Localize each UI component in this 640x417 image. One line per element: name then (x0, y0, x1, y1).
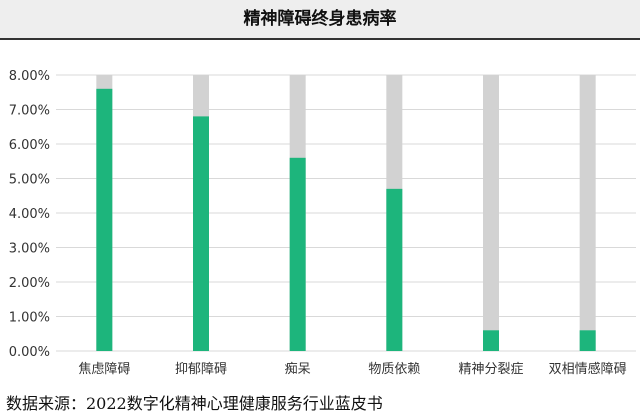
y-tick-label: 4.00% (9, 207, 50, 222)
y-tick-label: 0.00% (9, 345, 50, 360)
chart-title: 精神障碍终身患病率 (243, 9, 397, 29)
bar (483, 330, 499, 351)
bar-background (579, 75, 596, 351)
bar-chart: 0.00% 1.00% 2.00% 3.00% 4.00% 5.00% 6.00% 7.00%… (9, 69, 636, 377)
x-tick-label: 双相情感障碍 (549, 361, 627, 377)
y-tick-label: 5.00% (9, 173, 50, 188)
chart-header (0, 0, 640, 38)
x-tick-label: 物质依赖 (368, 362, 420, 377)
y-tick-label: 2.00% (9, 276, 50, 291)
x-tick-label: 精神分裂症 (458, 362, 523, 377)
bar (289, 157, 306, 351)
y-tick-label: 3.00% (9, 242, 50, 257)
bar (193, 116, 209, 352)
bar (96, 88, 113, 352)
x-tick-label: 焦虑障碍 (78, 362, 130, 377)
bar-background (483, 75, 499, 351)
y-tick-label: 7.00% (9, 104, 50, 119)
data-source-note: 数据来源：2022数字化精神心理健康服务行业蓝皮书 (6, 394, 383, 413)
header-divider (0, 38, 640, 40)
x-tick-label: 抑郁障碍 (175, 362, 227, 377)
y-tick-label: 8.00% (9, 69, 50, 84)
y-tick-label: 6.00% (9, 138, 50, 153)
bar (386, 188, 403, 351)
bar (579, 330, 596, 351)
x-tick-label: 痴呆 (285, 361, 311, 377)
y-tick-label: 1.00% (9, 311, 50, 326)
